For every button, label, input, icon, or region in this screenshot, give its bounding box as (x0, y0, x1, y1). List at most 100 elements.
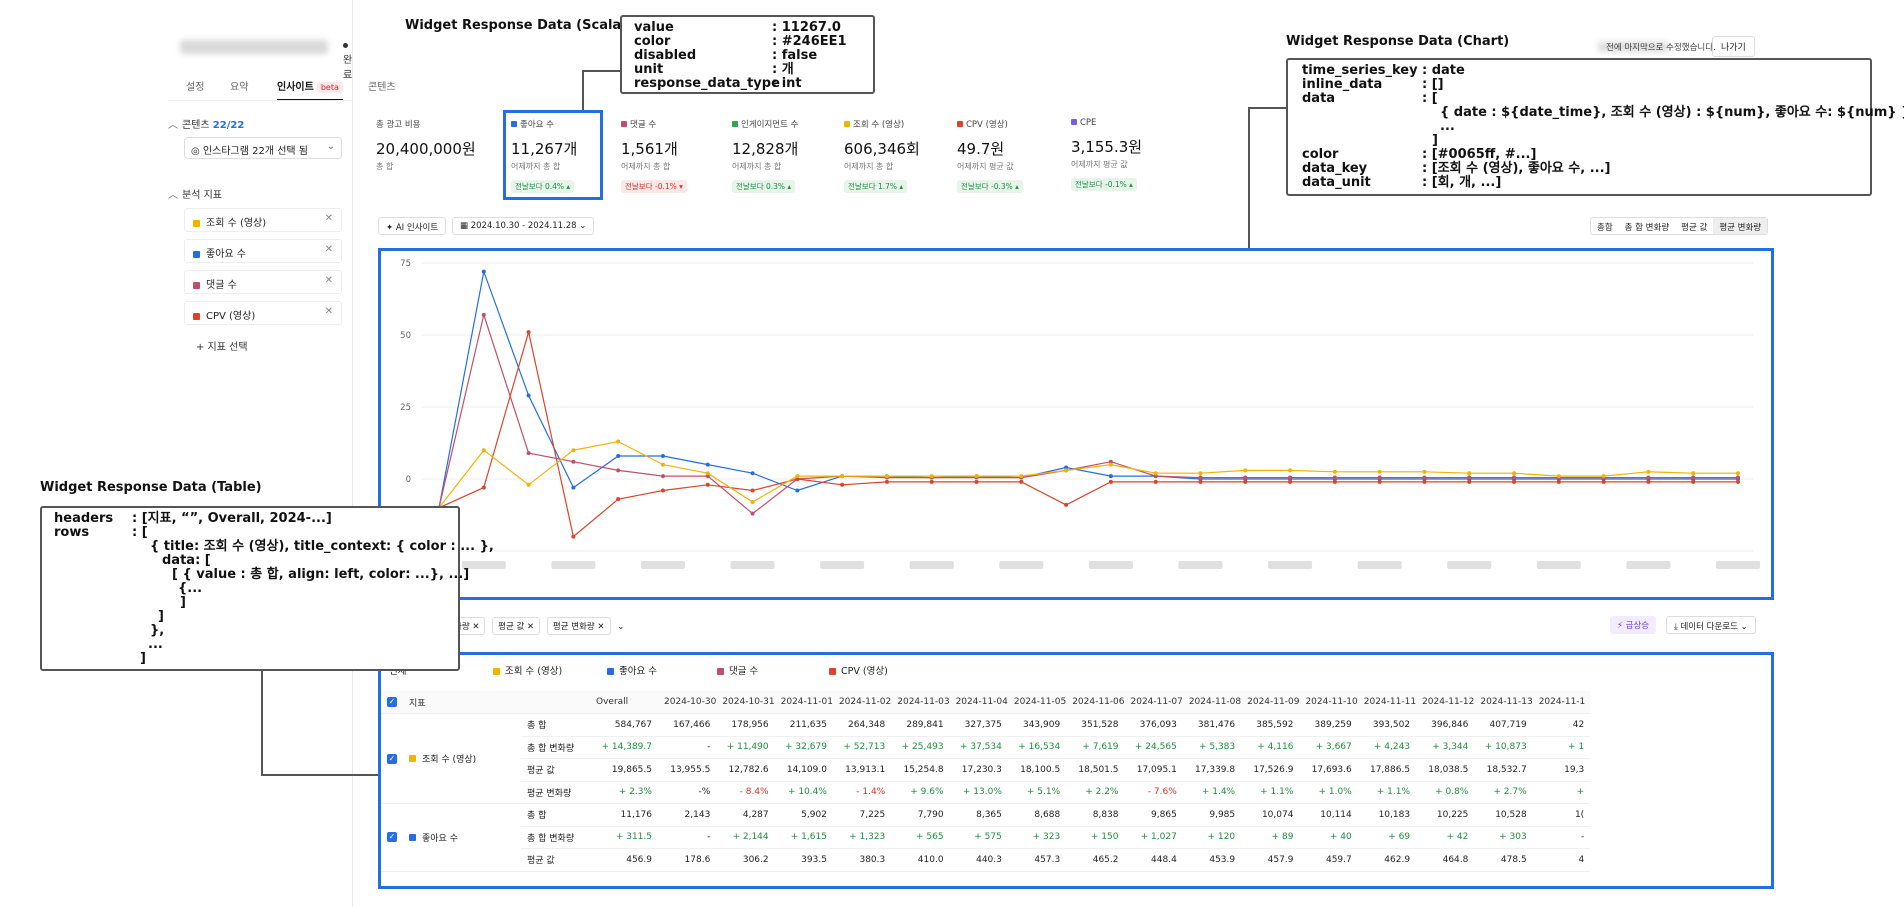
data-point[interactable] (660, 462, 665, 467)
data-point[interactable] (616, 497, 621, 502)
data-point[interactable] (481, 485, 486, 490)
data-point[interactable] (1467, 479, 1472, 484)
data-point[interactable] (1601, 479, 1606, 484)
remove-icon[interactable]: ✕ (324, 244, 333, 255)
data-point[interactable] (1646, 479, 1651, 484)
data-point[interactable] (1153, 471, 1158, 476)
data-point[interactable] (1019, 474, 1024, 479)
data-point[interactable] (1108, 462, 1113, 467)
metric-item-cpv[interactable]: CPV (영상) ✕ (184, 301, 342, 325)
data-point[interactable] (571, 459, 576, 464)
spike-button[interactable]: ⚡ 급상승 (1610, 616, 1657, 634)
data-point[interactable] (1064, 502, 1069, 507)
data-point[interactable] (481, 312, 486, 317)
metric-item-likes[interactable]: 좋아요 수 ✕ (184, 239, 342, 263)
add-metric-button[interactable]: + 지표 선택 (196, 342, 248, 353)
filter-chip[interactable]: 평균 변화량 ✕ (546, 617, 611, 635)
row-checkbox[interactable]: ✓ (381, 713, 403, 804)
data-point[interactable] (526, 451, 531, 456)
tab-summary[interactable]: 요약 (230, 78, 248, 93)
data-point[interactable] (1467, 475, 1472, 480)
data-point[interactable] (1377, 475, 1382, 480)
data-point[interactable] (840, 474, 845, 479)
data-point[interactable] (1153, 479, 1158, 484)
data-point[interactable] (1691, 475, 1696, 480)
data-point[interactable] (571, 534, 576, 539)
ai-insight-button[interactable]: ✦ AI 인사이트 (378, 217, 447, 235)
data-point[interactable] (1556, 474, 1561, 479)
content-select[interactable]: ◎ 인스타그램 22개 선택 됨 ⌄ (184, 137, 342, 159)
data-point[interactable] (1108, 459, 1113, 464)
data-point[interactable] (1601, 474, 1606, 479)
row-checkbox[interactable]: ✓ (381, 803, 403, 872)
filter-chip[interactable]: 평균 값 ✕ (492, 617, 541, 635)
data-point[interactable] (660, 488, 665, 493)
data-point[interactable] (929, 474, 934, 479)
chevron-down-icon[interactable]: ⌄ (617, 622, 625, 632)
data-point[interactable] (1736, 479, 1740, 484)
data-point[interactable] (884, 474, 889, 479)
data-point[interactable] (974, 474, 979, 479)
data-point[interactable] (1198, 479, 1203, 484)
data-point[interactable] (660, 474, 665, 479)
data-point[interactable] (795, 477, 800, 481)
data-point[interactable] (750, 488, 755, 493)
data-point[interactable] (1108, 474, 1113, 479)
data-point[interactable] (481, 448, 486, 453)
data-point[interactable] (526, 393, 531, 398)
data-point[interactable] (1691, 471, 1696, 476)
data-point[interactable] (1646, 469, 1651, 474)
data-point[interactable] (795, 488, 800, 493)
data-point[interactable] (1556, 479, 1561, 484)
data-point[interactable] (1512, 479, 1517, 484)
data-point[interactable] (705, 471, 710, 476)
data-point[interactable] (1064, 465, 1069, 470)
table-tab[interactable]: 좋아요 수 (607, 663, 657, 677)
data-point[interactable] (750, 500, 755, 505)
data-point[interactable] (1288, 475, 1293, 480)
data-point[interactable] (481, 269, 486, 274)
data-point[interactable] (1332, 479, 1337, 484)
data-point[interactable] (1422, 469, 1427, 474)
data-point[interactable] (1019, 479, 1024, 484)
date-range-picker[interactable]: ▦ 2024.10.30 - 2024.11.28 ⌄ (452, 217, 595, 235)
remove-icon[interactable]: ✕ (324, 213, 333, 224)
data-point[interactable] (526, 330, 531, 335)
select-all-checkbox[interactable]: ✓ (381, 691, 403, 714)
view-option-average[interactable]: 평균 값 (1681, 223, 1708, 233)
remove-icon[interactable]: ✕ (324, 306, 333, 317)
data-point[interactable] (1243, 468, 1248, 473)
tab-insight[interactable]: 인사이트 beta (277, 78, 343, 101)
data-point[interactable] (1198, 475, 1203, 480)
data-point[interactable] (1646, 475, 1651, 480)
data-point[interactable] (705, 462, 710, 467)
data-point[interactable] (616, 468, 621, 473)
data-point[interactable] (526, 482, 531, 487)
data-point[interactable] (1153, 474, 1158, 479)
data-point[interactable] (1198, 471, 1203, 476)
data-point[interactable] (1064, 468, 1069, 473)
data-point[interactable] (795, 474, 800, 479)
data-point[interactable] (616, 453, 621, 458)
data-point[interactable] (571, 448, 576, 453)
data-point[interactable] (884, 479, 889, 484)
view-option-total[interactable]: 총합 (1597, 223, 1613, 233)
data-point[interactable] (750, 511, 755, 516)
data-point[interactable] (705, 482, 710, 487)
remove-icon[interactable]: ✕ (324, 275, 333, 286)
data-point[interactable] (1422, 475, 1427, 480)
metric-item-views[interactable]: 조회 수 (영상) ✕ (184, 208, 342, 232)
data-point[interactable] (1736, 475, 1740, 480)
table-tab[interactable]: 조회 수 (영상) (493, 663, 562, 677)
data-point[interactable] (705, 474, 710, 479)
view-option-average-change[interactable]: 평균 변화량 (1713, 218, 1768, 234)
data-point[interactable] (1512, 471, 1517, 476)
data-point[interactable] (1332, 469, 1337, 474)
data-point[interactable] (1467, 471, 1472, 476)
data-point[interactable] (1288, 468, 1293, 473)
table-tab[interactable]: 댓글 수 (717, 663, 758, 677)
data-point[interactable] (1243, 475, 1248, 480)
data-point[interactable] (929, 479, 934, 484)
data-point[interactable] (750, 471, 755, 476)
data-point[interactable] (1377, 469, 1382, 474)
